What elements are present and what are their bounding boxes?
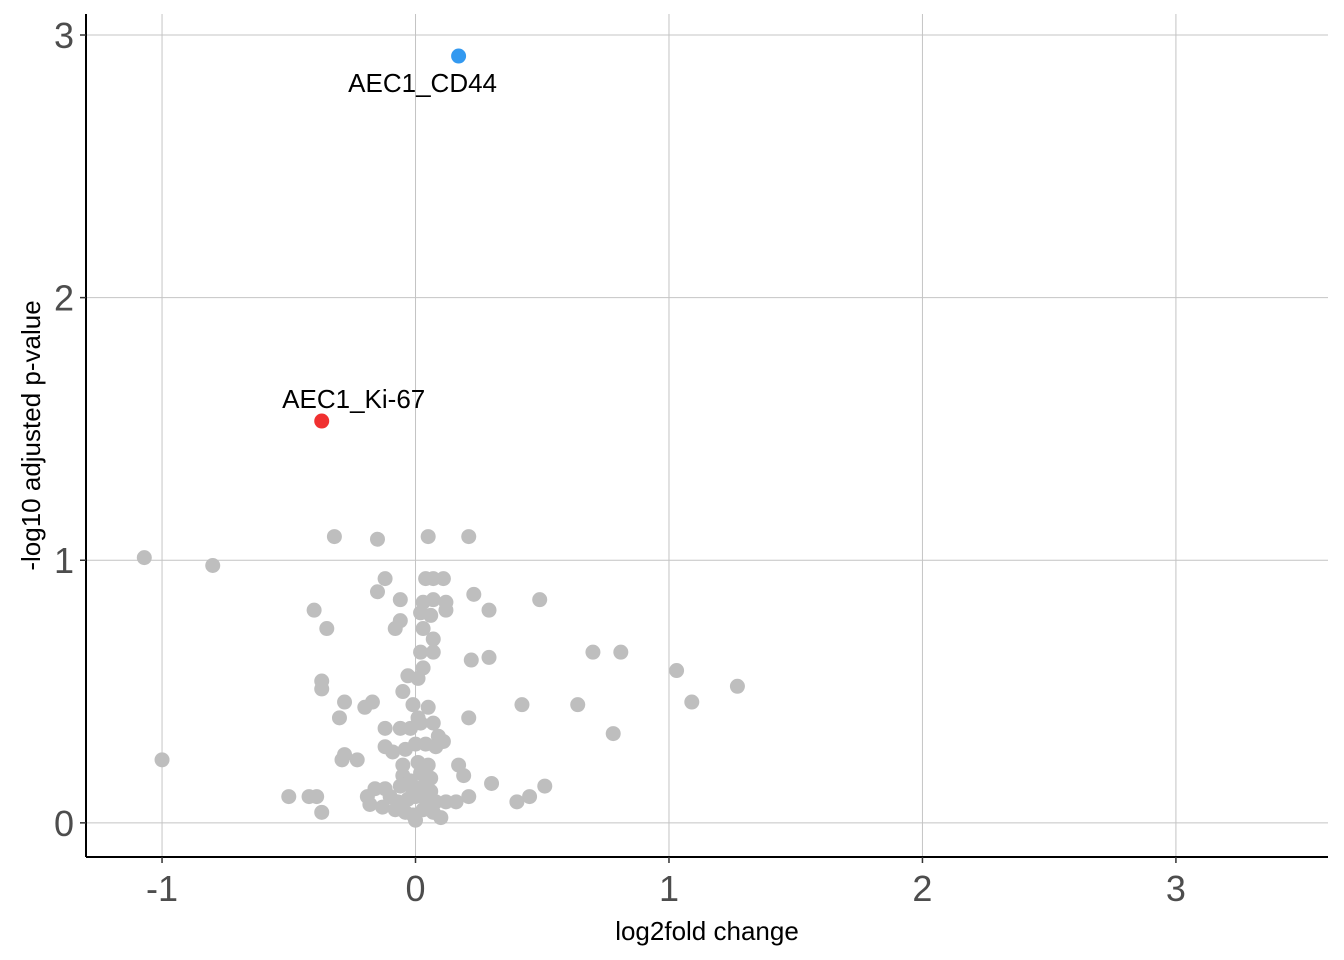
data-point [509,794,525,810]
data-point [314,681,330,697]
tick-labels: -1 0 1 2 3 0 1 2 3 [54,15,1186,909]
data-point [605,726,621,742]
data-point [415,660,431,676]
x-tick-label: 2 [912,868,932,909]
data-point [613,644,629,660]
data-point [466,586,482,602]
data-point [395,684,411,700]
y-tick-label: 3 [54,15,74,56]
highlighted-point [314,413,330,429]
data-point [309,789,325,805]
data-point [425,631,441,647]
x-tick-label: 3 [1166,868,1186,909]
data-point [349,752,365,768]
data-point [425,715,441,731]
data-point [205,557,221,573]
data-points [136,529,745,828]
data-point [537,778,553,794]
data-point [377,720,393,736]
data-point [326,529,342,545]
data-point [413,715,429,731]
data-point [585,644,601,660]
x-tick-label: 0 [405,868,425,909]
data-point [369,531,385,547]
data-point [532,592,548,608]
y-tick-label: 2 [54,278,74,319]
data-point [522,789,538,805]
data-point [420,699,436,715]
data-point [729,678,745,694]
data-point [334,752,350,768]
data-point [392,778,408,794]
highlighted-points: AEC1_CD44 AEC1_Ki-67 [282,48,497,429]
axes [85,14,1328,858]
data-point [438,602,454,618]
data-point [415,621,431,637]
data-point [331,710,347,726]
data-point [357,699,373,715]
data-point [385,744,401,760]
point-label: AEC1_CD44 [348,68,497,98]
data-point [425,592,441,608]
data-point [423,607,439,623]
data-point [405,697,421,713]
highlighted-point [451,48,467,64]
data-point [319,621,335,637]
data-point [369,584,385,600]
data-point [481,649,497,665]
data-point [433,810,449,826]
y-tick-label: 0 [54,803,74,844]
x-tick-label: -1 [146,868,178,909]
data-point [377,571,393,587]
y-tick-label: 1 [54,540,74,581]
data-point [392,592,408,608]
data-point [367,781,383,797]
data-point [154,752,170,768]
grid-lines [86,14,1328,857]
data-point [570,697,586,713]
data-point [413,644,429,660]
x-tick-label: 1 [659,868,679,909]
data-point [435,571,451,587]
data-point [448,794,464,810]
data-point [306,602,322,618]
data-point [461,789,477,805]
point-label: AEC1_Ki-67 [282,384,425,414]
data-point [387,621,403,637]
data-point [314,804,330,820]
data-point [425,644,441,660]
data-point [461,529,477,545]
data-point [684,694,700,710]
data-point [484,775,500,791]
data-point [456,768,472,784]
data-point [375,799,391,815]
y-axis-title: -log10 adjusted p-value [16,300,46,570]
data-point [420,529,436,545]
data-point [481,602,497,618]
data-point [408,812,424,828]
data-point [362,796,378,812]
data-point [514,697,530,713]
data-point [395,757,411,773]
data-point [463,652,479,668]
data-point [281,789,297,805]
data-point [337,694,353,710]
data-point [136,550,152,566]
data-point [461,710,477,726]
x-axis-title: log2fold change [615,916,799,946]
data-point [435,733,451,749]
data-point [669,663,685,679]
